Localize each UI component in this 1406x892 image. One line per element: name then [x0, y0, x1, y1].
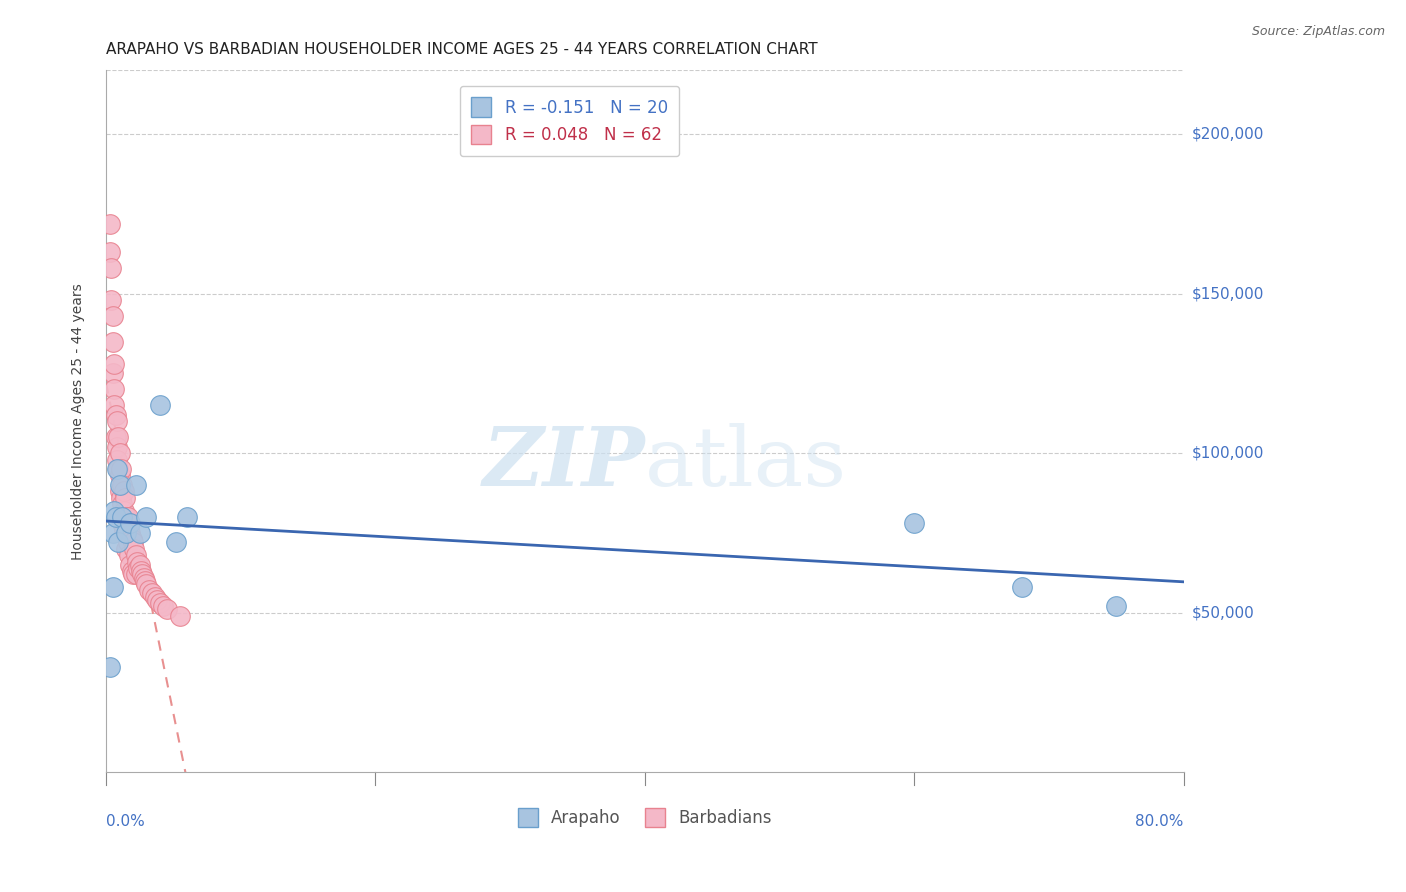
Point: [132, 570, 155, 584]
Point: [107, 462, 129, 476]
Point: [141, 586, 163, 600]
Point: [100, 293, 122, 307]
Point: [112, 503, 135, 517]
Text: $100,000: $100,000: [1192, 446, 1264, 460]
Point: [149, 596, 172, 610]
Point: [1011, 580, 1033, 594]
Point: [101, 580, 124, 594]
Point: [105, 414, 128, 428]
Point: [120, 516, 142, 531]
Point: [152, 599, 174, 614]
Point: [115, 509, 138, 524]
Point: [104, 430, 127, 444]
Point: [107, 430, 129, 444]
Point: [134, 574, 156, 588]
Text: $150,000: $150,000: [1192, 286, 1264, 301]
Text: ZIP: ZIP: [482, 424, 645, 503]
Point: [111, 478, 134, 492]
Point: [121, 564, 143, 578]
Point: [115, 525, 138, 540]
Point: [125, 548, 148, 562]
Text: 80.0%: 80.0%: [1136, 814, 1184, 830]
Point: [104, 408, 127, 422]
Text: 0.0%: 0.0%: [105, 814, 145, 830]
Point: [129, 564, 152, 578]
Point: [98, 217, 121, 231]
Point: [112, 523, 135, 537]
Point: [103, 382, 125, 396]
Point: [176, 509, 198, 524]
Point: [101, 367, 124, 381]
Text: atlas: atlas: [645, 424, 846, 503]
Point: [117, 509, 139, 524]
Point: [165, 535, 187, 549]
Point: [107, 535, 129, 549]
Point: [125, 555, 148, 569]
Point: [115, 541, 138, 556]
Point: [98, 245, 121, 260]
Point: [114, 516, 136, 531]
Point: [125, 567, 148, 582]
Point: [104, 509, 127, 524]
Point: [111, 509, 134, 524]
Point: [112, 484, 135, 499]
Point: [131, 567, 153, 582]
Point: [120, 525, 142, 540]
Point: [114, 491, 136, 505]
Point: [100, 261, 122, 276]
Point: [121, 533, 143, 547]
Point: [101, 334, 124, 349]
Point: [118, 548, 141, 562]
Point: [117, 535, 139, 549]
Point: [101, 309, 124, 323]
Point: [108, 484, 131, 499]
Point: [122, 567, 145, 582]
Text: $200,000: $200,000: [1192, 127, 1264, 142]
Point: [98, 660, 121, 674]
Point: [103, 503, 125, 517]
Point: [108, 468, 131, 483]
Point: [108, 446, 131, 460]
Point: [115, 529, 138, 543]
Point: [118, 516, 141, 531]
Point: [127, 561, 149, 575]
Point: [124, 541, 146, 556]
Point: [125, 478, 148, 492]
Point: [103, 357, 125, 371]
Point: [105, 452, 128, 467]
Point: [101, 525, 124, 540]
Point: [111, 497, 134, 511]
Point: [111, 516, 134, 531]
Y-axis label: Householder Income Ages 25 - 44 years: Householder Income Ages 25 - 44 years: [72, 283, 86, 559]
Point: [128, 525, 150, 540]
Point: [120, 558, 142, 572]
Point: [138, 583, 160, 598]
Point: [903, 516, 925, 531]
Point: [143, 590, 166, 604]
Point: [128, 558, 150, 572]
Point: [105, 440, 128, 454]
Point: [110, 462, 132, 476]
Point: [156, 602, 179, 616]
Point: [169, 608, 191, 623]
Legend: Arapaho, Barbadians: Arapaho, Barbadians: [510, 801, 779, 834]
Point: [149, 398, 172, 412]
Point: [103, 398, 125, 412]
Point: [122, 535, 145, 549]
Point: [1105, 599, 1128, 614]
Point: [108, 478, 131, 492]
Text: $50,000: $50,000: [1192, 605, 1254, 620]
Point: [135, 509, 157, 524]
Point: [146, 592, 169, 607]
Text: ARAPAHO VS BARBADIAN HOUSEHOLDER INCOME AGES 25 - 44 YEARS CORRELATION CHART: ARAPAHO VS BARBADIAN HOUSEHOLDER INCOME …: [105, 42, 818, 57]
Point: [110, 491, 132, 505]
Point: [105, 462, 128, 476]
Text: Source: ZipAtlas.com: Source: ZipAtlas.com: [1251, 25, 1385, 38]
Point: [135, 577, 157, 591]
